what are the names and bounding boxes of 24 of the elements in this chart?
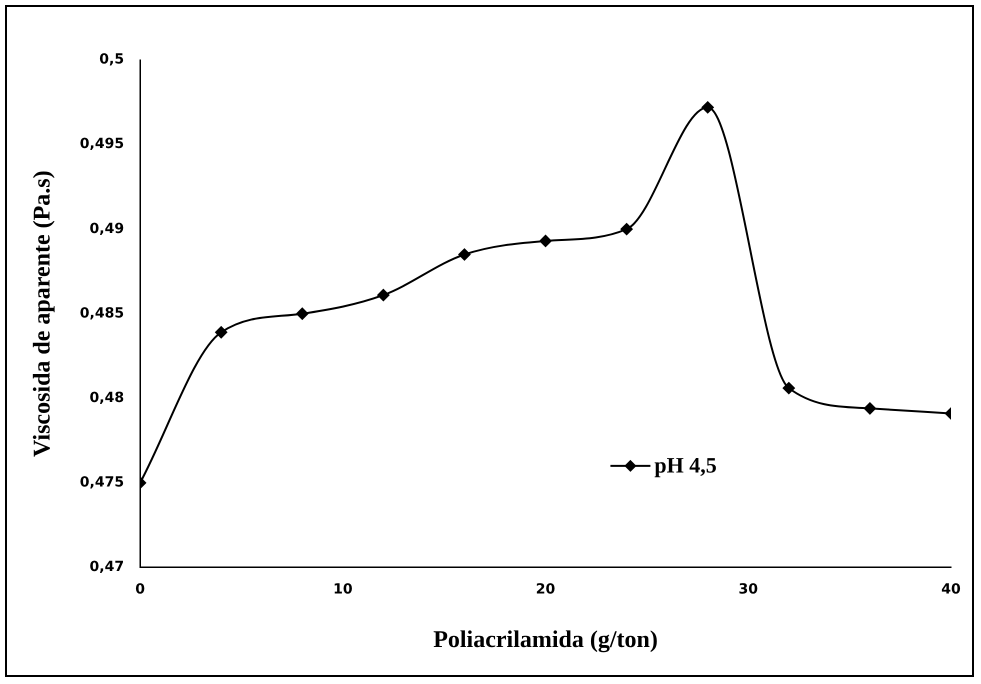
- point: [864, 402, 876, 414]
- y-tick-label: 0,48: [90, 390, 124, 406]
- point: [215, 326, 228, 338]
- y-tick-label: 0,485: [80, 305, 124, 322]
- x-tick-label: 10: [333, 581, 353, 598]
- x-tick-label: 40: [941, 581, 961, 598]
- y-tick-label: 0,47: [90, 559, 124, 576]
- x-tick-label: 20: [536, 581, 556, 598]
- x-tick-label: 0: [135, 581, 146, 598]
- y-tick-label: 0,49: [90, 220, 124, 237]
- y-tick-label: 0,475: [80, 474, 124, 490]
- x-axis-title: Poliacrilamida (g/ton): [433, 626, 658, 653]
- point: [377, 289, 390, 302]
- point: [782, 382, 795, 394]
- point: [458, 248, 470, 261]
- y-tick-label: 0,495: [80, 136, 124, 152]
- x-tick-label: 30: [738, 581, 758, 598]
- point: [620, 223, 633, 236]
- y-axis-title: Viscosida de aparente (Pa.s): [30, 170, 56, 458]
- point: [540, 234, 552, 247]
- y-tick-label: 0,5: [99, 52, 124, 68]
- point: [702, 101, 714, 114]
- point: [296, 308, 308, 320]
- legend-label: pH 4,5: [654, 452, 717, 478]
